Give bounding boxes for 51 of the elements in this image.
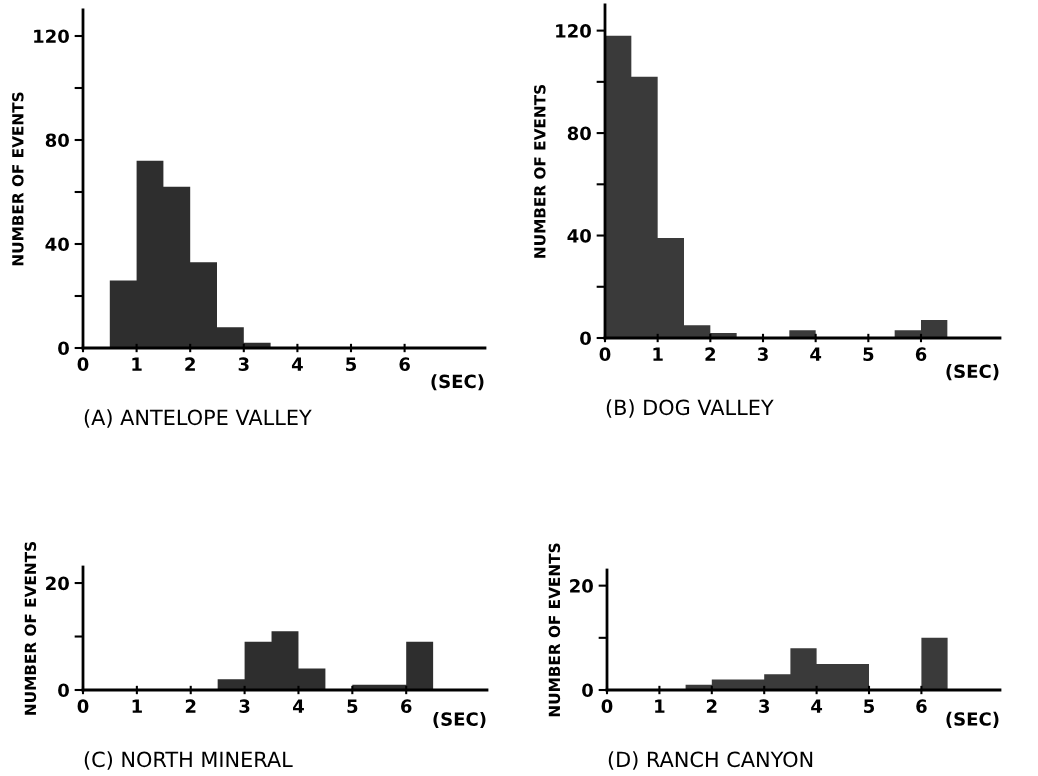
y-tick-label: 0: [582, 683, 593, 698]
y-axis-title: NUMBER OF EVENTS: [534, 85, 546, 258]
x-tick-label: 4: [291, 357, 303, 371]
x-tick-label: 6: [399, 357, 410, 371]
x-tick-label: 5: [347, 699, 358, 713]
x-tick-label: 6: [915, 347, 927, 361]
text: (D) RANCH CANYON: [608, 751, 813, 770]
y-tick-label: 40: [45, 237, 69, 252]
y-tick-label: 20: [570, 579, 593, 593]
x-tick-label: 2: [185, 357, 195, 371]
x-tick-label: 0: [77, 357, 89, 371]
x-tick-label: 1: [653, 347, 663, 361]
x-tick-label: 0: [77, 699, 89, 713]
x-tick-label: 0: [599, 347, 611, 361]
x-tick-label: 4: [810, 347, 822, 361]
x-tick-label: 1: [132, 699, 142, 713]
x-tick-label: 5: [346, 357, 357, 371]
x-tick-label: 3: [757, 347, 768, 361]
x-tick-label: 4: [293, 699, 304, 713]
x-tick-label: 3: [238, 357, 249, 371]
y-tick-label: 40: [567, 229, 591, 243]
x-tick-label: 6: [916, 699, 927, 713]
x-axis-title: (SEC): [946, 364, 999, 381]
x-tick-label: 2: [185, 699, 196, 713]
x-tick-label: 1: [655, 699, 665, 713]
y-tick-label: 120: [556, 24, 591, 38]
x-tick-label: 3: [239, 699, 250, 713]
text: (C) NORTH MINERAL: [84, 751, 293, 770]
x-axis-title: (SEC): [431, 374, 484, 391]
y-tick-label: 120: [34, 29, 69, 44]
y-tick-label: 20: [46, 576, 69, 591]
x-axis-title: (SEC): [433, 711, 486, 728]
y-tick-label: 0: [58, 683, 69, 698]
x-tick-label: 2: [705, 347, 716, 361]
text: (A) ANTELOPE VALLEY: [84, 409, 312, 428]
y-tick-label: 0: [580, 331, 591, 346]
y-tick-label: 80: [45, 133, 69, 148]
y-axis-title: NUMBER OF EVENTS: [548, 543, 561, 717]
x-tick-label: 4: [811, 699, 823, 713]
text: (B) DOG VALLEY: [606, 399, 774, 418]
y-axis-title: NUMBER OF EVENTS: [24, 542, 37, 715]
x-tick-label: 6: [401, 699, 412, 713]
x-tick-label: 1: [132, 357, 142, 371]
x-axis-title: (SEC): [946, 711, 999, 728]
y-tick-label: 80: [567, 126, 591, 141]
x-tick-label: 2: [706, 699, 717, 713]
x-tick-label: 0: [601, 699, 613, 713]
y-axis-title: NUMBER OF EVENTS: [12, 92, 24, 266]
x-tick-label: 5: [864, 699, 875, 713]
x-tick-label: 5: [863, 347, 874, 361]
x-tick-label: 3: [759, 699, 770, 713]
